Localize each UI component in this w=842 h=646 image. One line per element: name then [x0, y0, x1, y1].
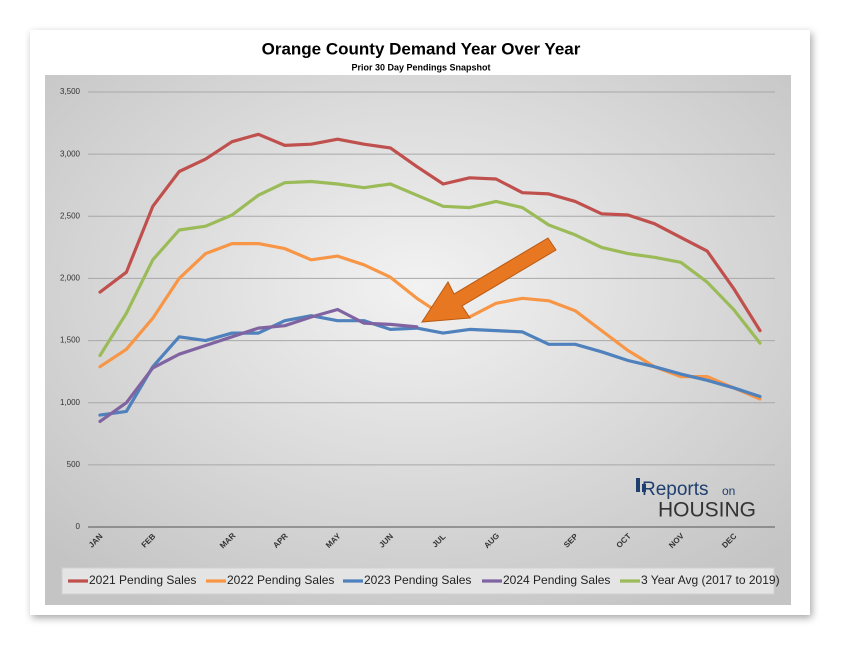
plot-background — [45, 75, 791, 605]
logo-brand: Reports — [642, 479, 709, 500]
arrow-annotation — [421, 237, 557, 323]
y-tick-label: 2,000 — [60, 274, 81, 283]
legend-label: 2021 Pending Sales — [89, 573, 196, 587]
legend-label: 2024 Pending Sales — [503, 573, 610, 587]
logo-small: on — [722, 484, 735, 498]
y-tick-label: 1,000 — [60, 398, 81, 407]
series-line — [98, 314, 762, 417]
y-tick-label: 0 — [76, 522, 81, 531]
legend-label: 3 Year Avg (2017 to 2019) — [641, 573, 780, 587]
series-line — [98, 132, 762, 333]
logo: Reports on HOUSING — [636, 478, 756, 522]
series-line — [98, 307, 419, 423]
chart-subtitle: Prior 30 Day Pendings Snapshot — [351, 62, 490, 72]
y-tick-label: 1,500 — [60, 336, 81, 345]
y-tick-label: 2,500 — [60, 211, 81, 220]
chart-title: Orange County Demand Year Over Year — [262, 39, 581, 58]
lines — [98, 132, 762, 423]
series-line — [98, 242, 762, 401]
y-tick-label: 3,500 — [60, 87, 81, 96]
series-line — [98, 179, 762, 358]
legend-box — [61, 567, 775, 595]
y-tick-label: 500 — [67, 460, 81, 469]
legend-label: 2022 Pending Sales — [227, 573, 334, 587]
logo-word: HOUSING — [658, 499, 756, 522]
legend-label: 2023 Pending Sales — [364, 573, 471, 587]
y-tick-label: 3,000 — [60, 149, 81, 158]
